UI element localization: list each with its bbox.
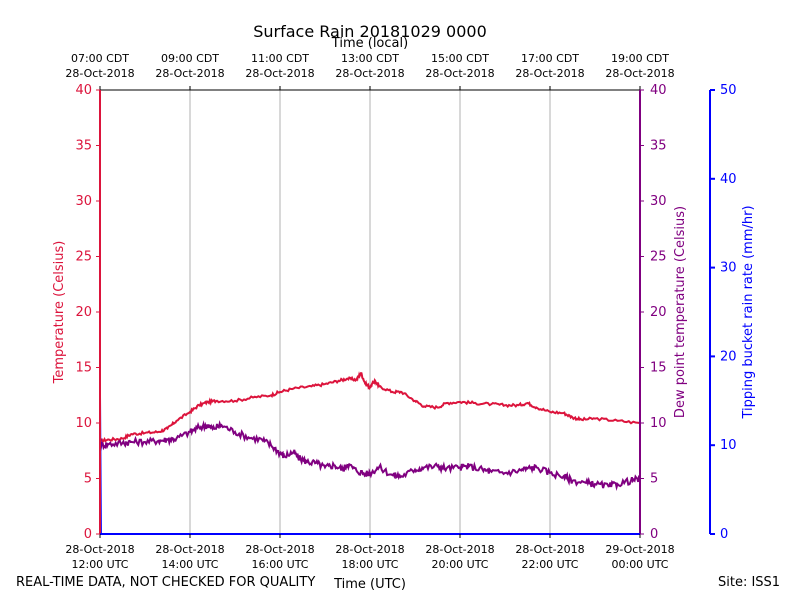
rain-y-tick-label: 30	[720, 261, 737, 276]
right-y-tick-label: 5	[650, 472, 658, 487]
right-y-tick-label: 0	[650, 527, 658, 542]
rain-y-tick-label: 50	[720, 83, 737, 98]
right-y-tick-label: 10	[650, 416, 667, 431]
x-tick-label-local-time: 13:00 CDT	[341, 52, 399, 65]
left-y-tick-label: 40	[75, 83, 92, 98]
x-tick-label-utc: 16:00 UTC	[251, 558, 308, 571]
left-y-tick-label: 35	[75, 139, 92, 154]
left-y-tick-label: 30	[75, 194, 92, 209]
x-tick-label-local-time: 17:00 CDT	[521, 52, 579, 65]
right-y-tick-label: 30	[650, 194, 667, 209]
left-y-tick-label: 10	[75, 416, 92, 431]
x-tick-label-date: 28-Oct-2018	[425, 543, 494, 556]
right-y-tick-label: 20	[650, 305, 667, 320]
x-tick-label-local-date: 28-Oct-2018	[245, 67, 314, 80]
x-tick-label-local-date: 28-Oct-2018	[515, 67, 584, 80]
x-tick-label-utc: 14:00 UTC	[161, 558, 218, 571]
right-y-tick-label: 25	[650, 250, 667, 265]
axes-ticks: 28-Oct-2018 12:00 UTC 07:00 CDT 28-Oct-2018…	[65, 52, 736, 571]
quality-note: REAL-TIME DATA, NOT CHECKED FOR QUALITY	[16, 575, 316, 590]
rain-y-tick-label: 20	[720, 349, 737, 364]
x-tick-label-local-time: 15:00 CDT	[431, 52, 489, 65]
site-label: Site: ISS1	[718, 575, 781, 590]
x-tick-label-date: 28-Oct-2018	[155, 543, 224, 556]
left-y-tick-label: 25	[75, 250, 92, 265]
left-y-tick-label: 15	[75, 361, 92, 376]
left-y-tick-label: 20	[75, 305, 92, 320]
x-axis-label: Time (UTC)	[333, 577, 406, 592]
x-tick-label-local-time: 07:00 CDT	[71, 52, 129, 65]
x-tick-label-local-date: 28-Oct-2018	[335, 67, 404, 80]
x-tick-label-local-time: 19:00 CDT	[611, 52, 669, 65]
x-tick-label-local-date: 28-Oct-2018	[155, 67, 224, 80]
x-tick-label-utc: 18:00 UTC	[341, 558, 398, 571]
rain-y-tick-label: 10	[720, 438, 737, 453]
right-y-tick-label: 15	[650, 361, 667, 376]
series-line-dewpoint	[99, 419, 641, 492]
right-axis-label: Dew point temperature (Celsius)	[673, 206, 688, 418]
x-tick-label-date: 28-Oct-2018	[515, 543, 584, 556]
x-tick-label-utc: 20:00 UTC	[431, 558, 488, 571]
gridlines	[189, 90, 551, 534]
x-tick-label-local-time: 11:00 CDT	[251, 52, 309, 65]
x-tick-label-date: 28-Oct-2018	[65, 543, 134, 556]
x-tick-label-local-time: 09:00 CDT	[161, 52, 219, 65]
x-tick-label-date: 28-Oct-2018	[335, 543, 404, 556]
left-y-tick-label: 5	[84, 472, 92, 487]
rain-y-tick-label: 0	[720, 527, 728, 542]
rain-axis-label: Tipping bucket rain rate (mm/hr)	[741, 205, 756, 419]
x-tick-label-date: 29-Oct-2018	[605, 543, 674, 556]
x-tick-label-local-date: 28-Oct-2018	[425, 67, 494, 80]
x-tick-label-date: 28-Oct-2018	[245, 543, 314, 556]
left-axis-label: Temperature (Celsius)	[52, 241, 67, 385]
series-line-temperature	[99, 371, 641, 444]
top-axis-label: Time (local)	[331, 36, 408, 51]
x-tick-label-local-date: 28-Oct-2018	[605, 67, 674, 80]
rain-y-tick-label: 40	[720, 172, 737, 187]
x-tick-label-local-date: 28-Oct-2018	[65, 67, 134, 80]
x-tick-label-utc: 22:00 UTC	[521, 558, 578, 571]
x-tick-label-utc: 00:00 UTC	[611, 558, 668, 571]
right-y-tick-label: 40	[650, 83, 667, 98]
right-y-tick-label: 35	[650, 139, 667, 154]
left-y-tick-label: 0	[84, 527, 92, 542]
x-tick-label-utc: 12:00 UTC	[71, 558, 128, 571]
chart-title: Surface Rain 20181029 0000	[253, 22, 487, 41]
